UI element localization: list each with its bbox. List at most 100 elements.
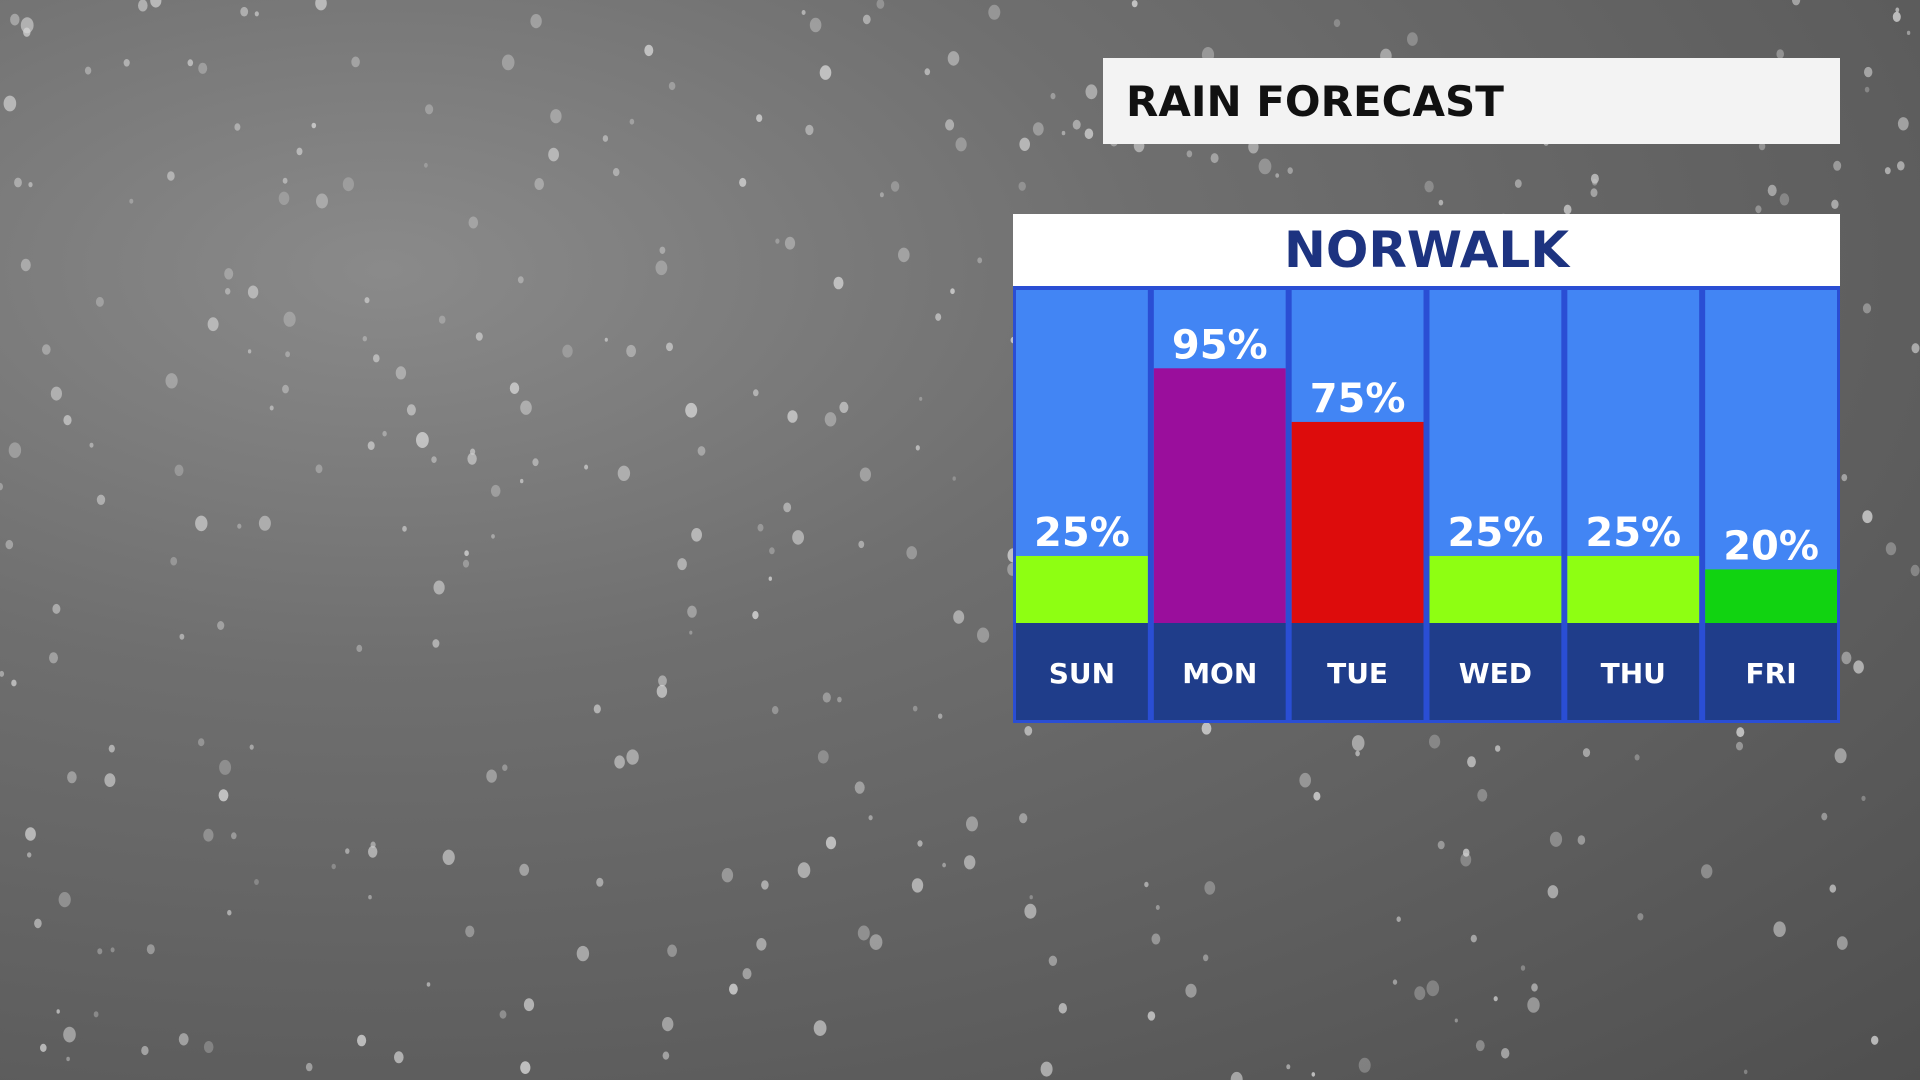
raindrop [1758, 142, 1766, 151]
raindrop [659, 246, 666, 254]
raindrop [775, 238, 780, 244]
raindrop [833, 276, 844, 290]
raindrop [465, 925, 475, 938]
raindrop [1392, 979, 1398, 985]
raindrop [357, 1034, 367, 1047]
raindrop [1019, 137, 1030, 151]
raindrop [917, 840, 923, 847]
raindrop [1582, 748, 1591, 758]
raindrop [825, 836, 837, 850]
raindrop [123, 59, 130, 67]
raindrop [424, 162, 428, 168]
raindrop [108, 744, 115, 753]
raindrop [1514, 179, 1522, 188]
raindrop [138, 0, 148, 12]
raindrop [950, 288, 955, 295]
raindrop [837, 696, 842, 703]
raindrop [1841, 651, 1852, 665]
location-text: NORWALK [1283, 221, 1570, 279]
raindrop [203, 1041, 214, 1053]
raindrop [95, 296, 104, 307]
raindrop [868, 815, 873, 821]
raindrop [947, 51, 960, 66]
raindrop [1892, 11, 1901, 22]
raindrop [911, 878, 924, 893]
raindrop [382, 430, 387, 437]
raindrop [1426, 980, 1440, 997]
raindrop [227, 909, 232, 916]
raindrop [509, 382, 520, 395]
raindrop [1885, 542, 1897, 556]
raindrop [1058, 1003, 1068, 1014]
raindrop [97, 948, 103, 955]
raindrop [1755, 205, 1762, 214]
raindrop [165, 373, 178, 389]
day-cell-tue [1291, 623, 1424, 720]
raindrop [1871, 1035, 1879, 1045]
raindrop [416, 432, 429, 448]
raindrop [550, 109, 562, 124]
raindrop [1520, 965, 1526, 971]
raindrop [1460, 852, 1472, 867]
raindrop [1299, 772, 1311, 788]
value-label-thu: 25% [1585, 510, 1681, 556]
raindrop [1407, 32, 1418, 46]
raindrop [433, 580, 445, 595]
raindrop [331, 863, 336, 870]
raindrop [1841, 474, 1848, 482]
raindrop [1210, 153, 1219, 164]
raindrop [859, 467, 872, 482]
raindrop [486, 769, 497, 783]
raindrop [93, 1011, 99, 1018]
raindrop [898, 247, 910, 263]
raindrop [1736, 741, 1743, 751]
raindrop [534, 178, 544, 190]
raindrop [912, 705, 918, 712]
raindrop [1897, 161, 1905, 171]
raindrop [1024, 903, 1037, 919]
raindrop [964, 855, 976, 870]
raindrop [1131, 0, 1138, 8]
raindrop [1258, 158, 1272, 175]
raindrop [614, 755, 625, 769]
raindrop [857, 925, 870, 941]
raindrop [1493, 996, 1498, 1002]
raindrop [1501, 1048, 1510, 1059]
raindrop [66, 1056, 70, 1062]
raindrop [530, 14, 542, 29]
value-label-tue: 75% [1310, 376, 1406, 422]
raindrop [756, 938, 767, 951]
raindrop [368, 845, 378, 858]
day-label-thu: THU [1601, 657, 1666, 690]
raindrop [254, 879, 259, 885]
raindrop [955, 137, 967, 152]
raindrop [813, 1020, 827, 1036]
raindrop [63, 1026, 76, 1043]
raindrop [438, 315, 446, 324]
raindrop [1864, 86, 1870, 93]
raindrop [604, 337, 608, 342]
raindrop [584, 464, 589, 470]
day-cell-wed [1429, 623, 1562, 720]
raindrop [792, 530, 804, 545]
raindrop [490, 484, 501, 497]
raindrop [14, 177, 22, 188]
raindrop [442, 849, 455, 865]
raindrop [178, 1033, 189, 1046]
raindrop [771, 706, 779, 715]
raindrop [1637, 913, 1644, 921]
raindrop [942, 862, 946, 868]
raindrop [644, 44, 654, 57]
raindrop [282, 177, 288, 184]
raindrop [224, 268, 234, 280]
rain-chart: 25% SUN 95% MON 75% TUE 25% WED 25% THU 20% FRI [1016, 290, 1837, 720]
raindrop [662, 1051, 670, 1060]
day-cell-thu [1567, 623, 1700, 720]
raindrop [150, 0, 162, 8]
raindrop [805, 124, 814, 136]
raindrop [1437, 840, 1445, 850]
raindrop [935, 313, 942, 321]
raindrop [1144, 881, 1149, 888]
raindrop [278, 191, 290, 205]
raindrop [342, 177, 354, 192]
